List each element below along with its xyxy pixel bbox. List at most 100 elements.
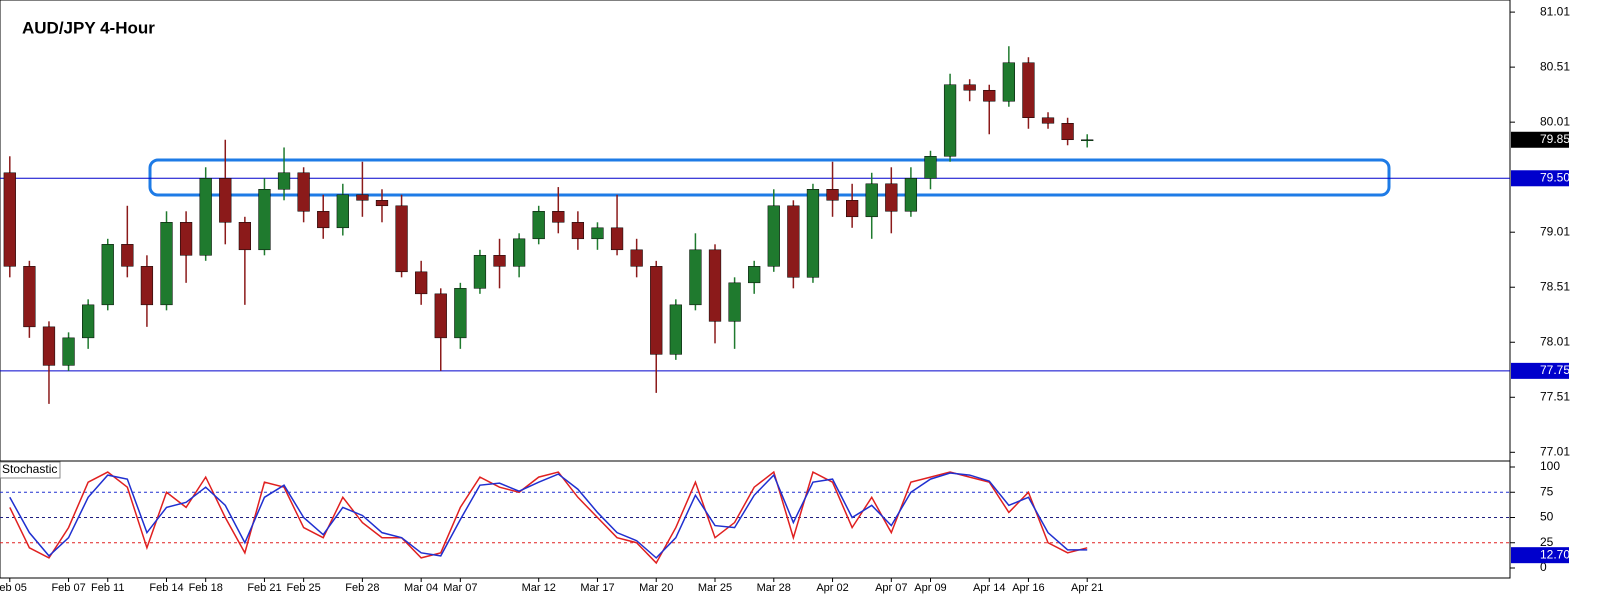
- chart-title: AUD/JPY 4-Hour: [22, 18, 155, 37]
- candle-body: [62, 337, 75, 366]
- y-tick-label: 100: [1540, 459, 1560, 473]
- candle-body: [297, 172, 310, 212]
- candle-body: [199, 178, 212, 256]
- x-tick-label: Apr 07: [875, 582, 907, 594]
- x-tick-label: Feb 05: [0, 582, 27, 594]
- x-tick-label: Feb 18: [189, 582, 223, 594]
- y-tick-label: 77.51: [1540, 389, 1570, 403]
- y-tick-label: 0: [1540, 560, 1547, 574]
- candle-body: [1081, 139, 1094, 142]
- candle-body: [317, 211, 330, 229]
- candle-body: [787, 205, 800, 278]
- candle-body: [885, 183, 898, 212]
- candle-body: [375, 200, 389, 207]
- candle-body: [415, 271, 428, 295]
- candle-body: [610, 227, 624, 251]
- candle-body: [630, 249, 643, 267]
- x-tick-label: Feb 21: [247, 582, 281, 594]
- candle-body: [650, 266, 663, 355]
- price-tag-bg: [1511, 362, 1569, 379]
- price-tag: 79.50: [1540, 170, 1570, 184]
- candle-body: [434, 293, 447, 339]
- candle-body: [42, 326, 56, 366]
- candle-body: [493, 255, 506, 267]
- candle-body: [3, 172, 16, 267]
- candle-body: [748, 266, 761, 284]
- y-tick-label: 75: [1540, 484, 1554, 498]
- x-tick-label: Mar 12: [522, 582, 556, 594]
- y-tick-label: 79.01: [1540, 224, 1570, 238]
- x-tick-label: Mar 17: [580, 582, 614, 594]
- candle-body: [101, 244, 114, 306]
- candle-body: [943, 84, 957, 157]
- value-tag-bg: [1511, 547, 1569, 564]
- y-tick-label: 50: [1540, 510, 1554, 524]
- x-tick-label: Mar 20: [639, 582, 673, 594]
- stochastic-line: [9, 472, 1088, 559]
- candle-body: [826, 189, 839, 201]
- y-tick-label: 80.01: [1540, 114, 1570, 128]
- indicator-label-box: [0, 461, 61, 479]
- price-tag-bg: [1511, 131, 1569, 148]
- candle-body: [767, 205, 780, 267]
- indicator-title: Stochastic: [2, 462, 57, 476]
- candle-body: [552, 211, 565, 223]
- candle-body: [121, 244, 134, 267]
- x-tick-label: Mar 28: [757, 582, 791, 594]
- y-tick-label: 81.01: [1540, 4, 1570, 18]
- candle-body: [983, 89, 996, 102]
- candle-body: [179, 222, 193, 256]
- candle-body: [1022, 62, 1035, 119]
- candle-body: [395, 205, 408, 273]
- y-tick-label: 78.01: [1540, 334, 1570, 348]
- price-tag: 77.75: [1540, 363, 1570, 377]
- y-tick-label: 78.51: [1540, 279, 1570, 293]
- candle-body: [591, 227, 604, 240]
- candle-body: [1041, 117, 1055, 124]
- candle-body: [336, 194, 349, 229]
- x-tick-label: Feb 28: [345, 582, 379, 594]
- candle-body: [238, 222, 251, 251]
- x-tick-label: Apr 02: [816, 582, 848, 594]
- x-tick-label: Apr 09: [914, 582, 946, 594]
- x-tick-label: Mar 04: [404, 582, 438, 594]
- candle-body: [258, 189, 271, 251]
- x-tick-label: Apr 14: [973, 582, 1005, 594]
- y-tick-label: 80.51: [1540, 59, 1570, 73]
- candle-body: [806, 189, 820, 278]
- x-tick-label: Apr 16: [1012, 582, 1044, 594]
- candle-body: [669, 304, 682, 355]
- x-tick-label: Apr 21: [1071, 582, 1103, 594]
- candle-body: [454, 288, 467, 339]
- x-tick-label: Feb 07: [51, 582, 85, 594]
- price-tag-bg: [1511, 170, 1569, 187]
- candle-body: [689, 249, 702, 306]
- value-tag: 12.70: [1540, 547, 1570, 561]
- candle-body: [532, 211, 545, 240]
- plot-frame: [0, 0, 1511, 579]
- candle-body: [356, 194, 369, 201]
- price-tag: 79.85: [1540, 132, 1570, 146]
- candle-body: [1002, 62, 1015, 102]
- candle-body: [512, 238, 526, 267]
- candle-body: [140, 266, 154, 306]
- candle-body: [473, 255, 487, 289]
- candle-body: [160, 222, 173, 306]
- candle-body: [82, 304, 95, 339]
- stochastic-line: [9, 470, 1088, 565]
- x-tick-label: Feb 14: [149, 582, 183, 594]
- x-tick-label: Feb 11: [91, 582, 124, 594]
- candle-body: [924, 156, 937, 179]
- x-tick-label: Feb 25: [287, 582, 321, 594]
- candle-body: [904, 178, 918, 212]
- resistance-zone: [148, 158, 1391, 197]
- candle-body: [219, 178, 232, 223]
- candle-body: [708, 249, 722, 322]
- candle-body: [277, 172, 291, 190]
- candle-body: [728, 282, 741, 322]
- candle-body: [963, 84, 976, 91]
- candle-body: [865, 183, 878, 218]
- candle-body: [23, 266, 36, 328]
- x-tick-label: Mar 25: [698, 582, 732, 594]
